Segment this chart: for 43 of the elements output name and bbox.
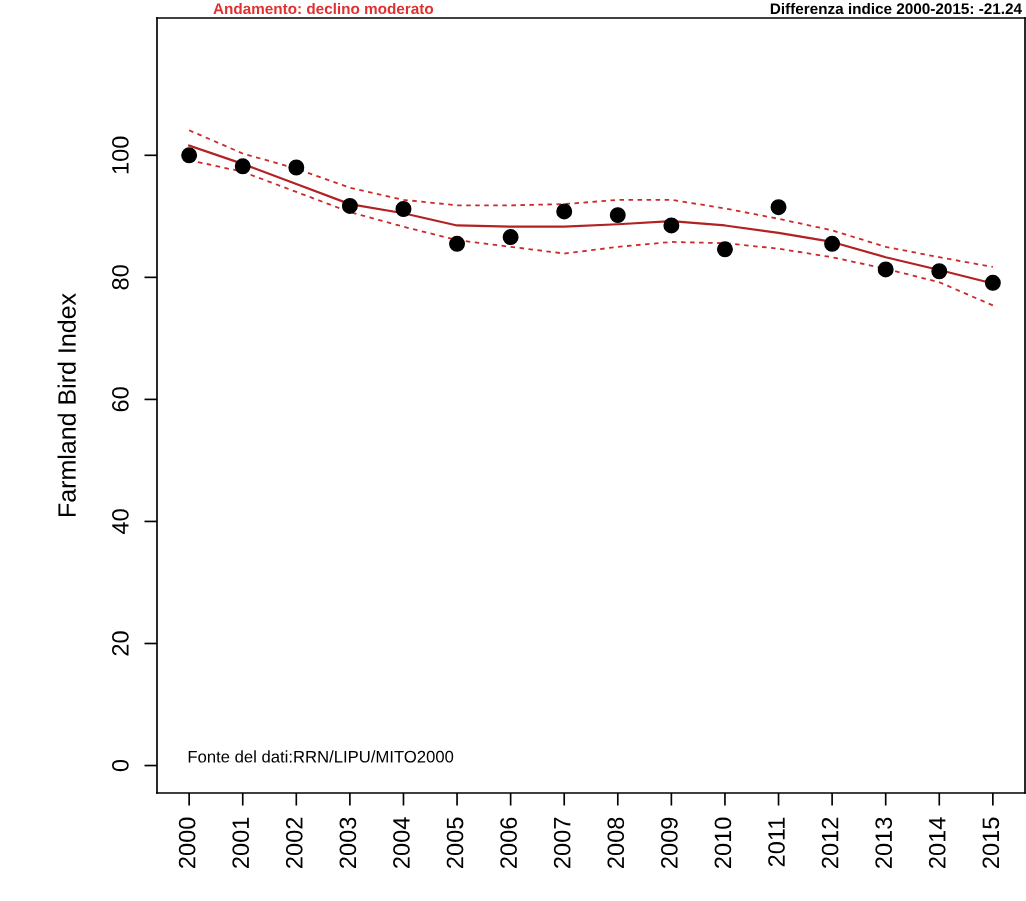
y-tick-label: 80 — [112, 265, 129, 290]
y-tick-label: 0 — [112, 759, 129, 772]
point — [502, 229, 519, 246]
x-tick-label: 2009 — [660, 817, 678, 868]
x-tick-label: 2004 — [393, 817, 410, 868]
y-tick-label: 20 — [112, 631, 129, 656]
x-tick-label: 2010 — [714, 817, 732, 868]
point — [181, 147, 198, 164]
y-axis-title: Farmland Bird Index — [57, 293, 76, 516]
point — [449, 235, 466, 252]
x-tick-label: 2012 — [821, 817, 839, 868]
point — [556, 203, 573, 220]
x-tick-label: 2005 — [446, 817, 464, 868]
annotation: Fonte del dati:RRN/LIPU/MITO2000 — [188, 750, 454, 763]
point — [609, 207, 626, 224]
chart-title: Andamento: declino moderato — [213, 2, 434, 15]
x-tick-label: 2001 — [232, 817, 250, 868]
x-tick-label: 2015 — [982, 817, 1000, 868]
x-tick-label: 2011 — [768, 817, 785, 867]
point — [663, 217, 680, 234]
point — [288, 159, 305, 176]
x-tick-label: 2007 — [553, 817, 571, 868]
y-tick-label: 40 — [112, 509, 129, 535]
point — [984, 274, 1001, 291]
y-tick-label: 60 — [112, 387, 129, 412]
point — [395, 201, 412, 217]
line-series — [188, 129, 994, 268]
point — [877, 261, 894, 278]
point — [931, 263, 948, 280]
x-tick-label: 2014 — [928, 817, 946, 868]
point — [341, 197, 358, 214]
x-tick-label: 2002 — [285, 817, 303, 868]
x-tick-label: 2008 — [607, 817, 625, 868]
chart-subtitle: Differenza indice 2000-2015: -21.24 — [770, 2, 1022, 15]
x-tick-label: 2006 — [500, 817, 517, 868]
x-tick-label: 2013 — [875, 817, 893, 868]
point — [770, 199, 787, 216]
x-tick-label: 2000 — [178, 817, 196, 868]
y-tick-label: 100 — [112, 136, 129, 174]
point — [824, 235, 841, 252]
x-tick-label: 2003 — [339, 817, 357, 868]
point — [716, 241, 733, 258]
point — [234, 158, 251, 175]
